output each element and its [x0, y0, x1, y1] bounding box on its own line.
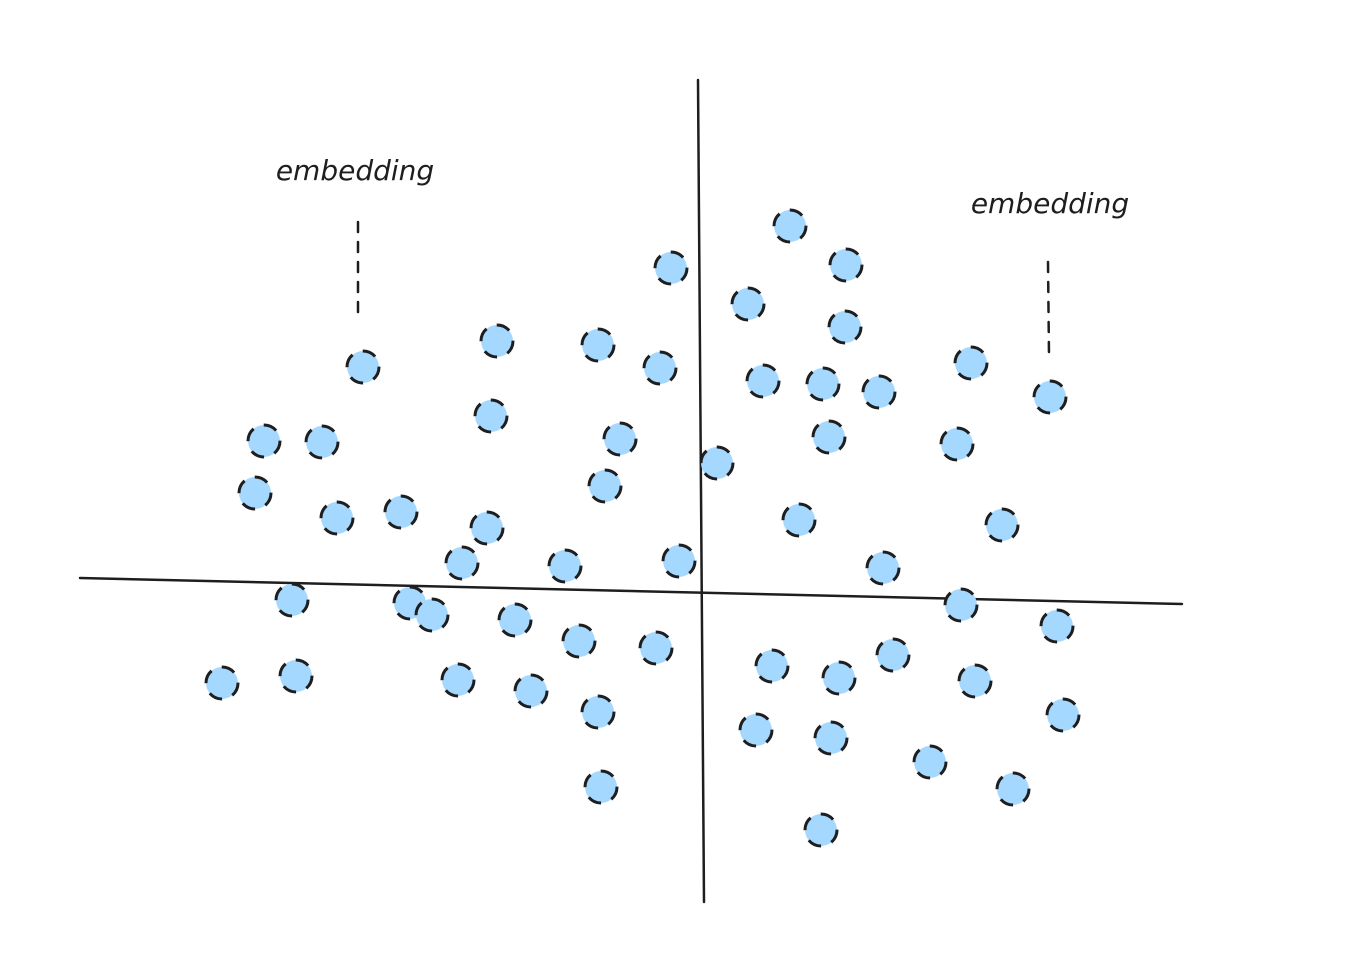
embedding-point	[984, 507, 1020, 543]
embedding-point	[875, 637, 911, 673]
embedding-point	[912, 744, 948, 780]
embedding-point	[821, 660, 857, 696]
embedding-point	[803, 812, 839, 848]
leader-line	[1046, 260, 1051, 358]
embedding-point	[547, 548, 583, 584]
embedding-point	[580, 694, 616, 730]
embedding-point	[745, 363, 781, 399]
embedding-point	[828, 247, 864, 283]
embedding-point	[642, 350, 678, 386]
embedding-point	[957, 663, 993, 699]
horizontal-axis	[78, 576, 1184, 606]
embedding-point	[444, 545, 480, 581]
embedding-point	[246, 423, 282, 459]
embedding-point	[805, 366, 841, 402]
embedding-point	[953, 345, 989, 381]
embedding-point	[1045, 697, 1081, 733]
embedding-point	[653, 250, 689, 286]
embedding-point	[345, 349, 381, 385]
embedding-point	[513, 673, 549, 709]
embedding-point	[319, 500, 355, 536]
embedding-point	[861, 374, 897, 410]
embedding-point	[638, 630, 674, 666]
embedding-point	[414, 597, 450, 633]
embedding-point	[587, 468, 623, 504]
embedding-point	[237, 475, 273, 511]
embedding-point	[278, 658, 314, 694]
embedding-point	[811, 419, 847, 455]
embedding-point	[661, 543, 697, 579]
embedding-point	[754, 648, 790, 684]
embedding-point	[469, 510, 505, 546]
embedding-point	[813, 720, 849, 756]
embedding-point	[583, 769, 619, 805]
embedding-point	[274, 582, 310, 618]
embedding-point	[772, 208, 808, 244]
points	[204, 208, 1081, 848]
embedding-point	[304, 424, 340, 460]
embedding-point	[995, 771, 1031, 807]
embedding-point	[939, 426, 975, 462]
embedding-point	[497, 602, 533, 638]
embedding-point	[699, 445, 735, 481]
embedding-point	[943, 587, 979, 623]
embedding-point	[440, 662, 476, 698]
embedding-point	[738, 712, 774, 748]
embedding-point	[781, 502, 817, 538]
embedding-point	[602, 421, 638, 457]
embedding-point	[730, 286, 766, 322]
embedding-point	[1039, 608, 1075, 644]
embedding-point	[561, 623, 597, 659]
embedding-point	[1032, 379, 1068, 415]
embedding-point	[865, 550, 901, 586]
annotation: embedding	[971, 187, 1129, 220]
vertical-axis	[696, 78, 706, 904]
embedding-point	[383, 494, 419, 530]
embedding-point	[580, 327, 616, 363]
embedding-point	[827, 309, 863, 345]
embedding-point	[473, 398, 509, 434]
embedding-point	[479, 323, 515, 359]
annotation: embedding	[276, 154, 434, 187]
embedding-point	[204, 665, 240, 701]
